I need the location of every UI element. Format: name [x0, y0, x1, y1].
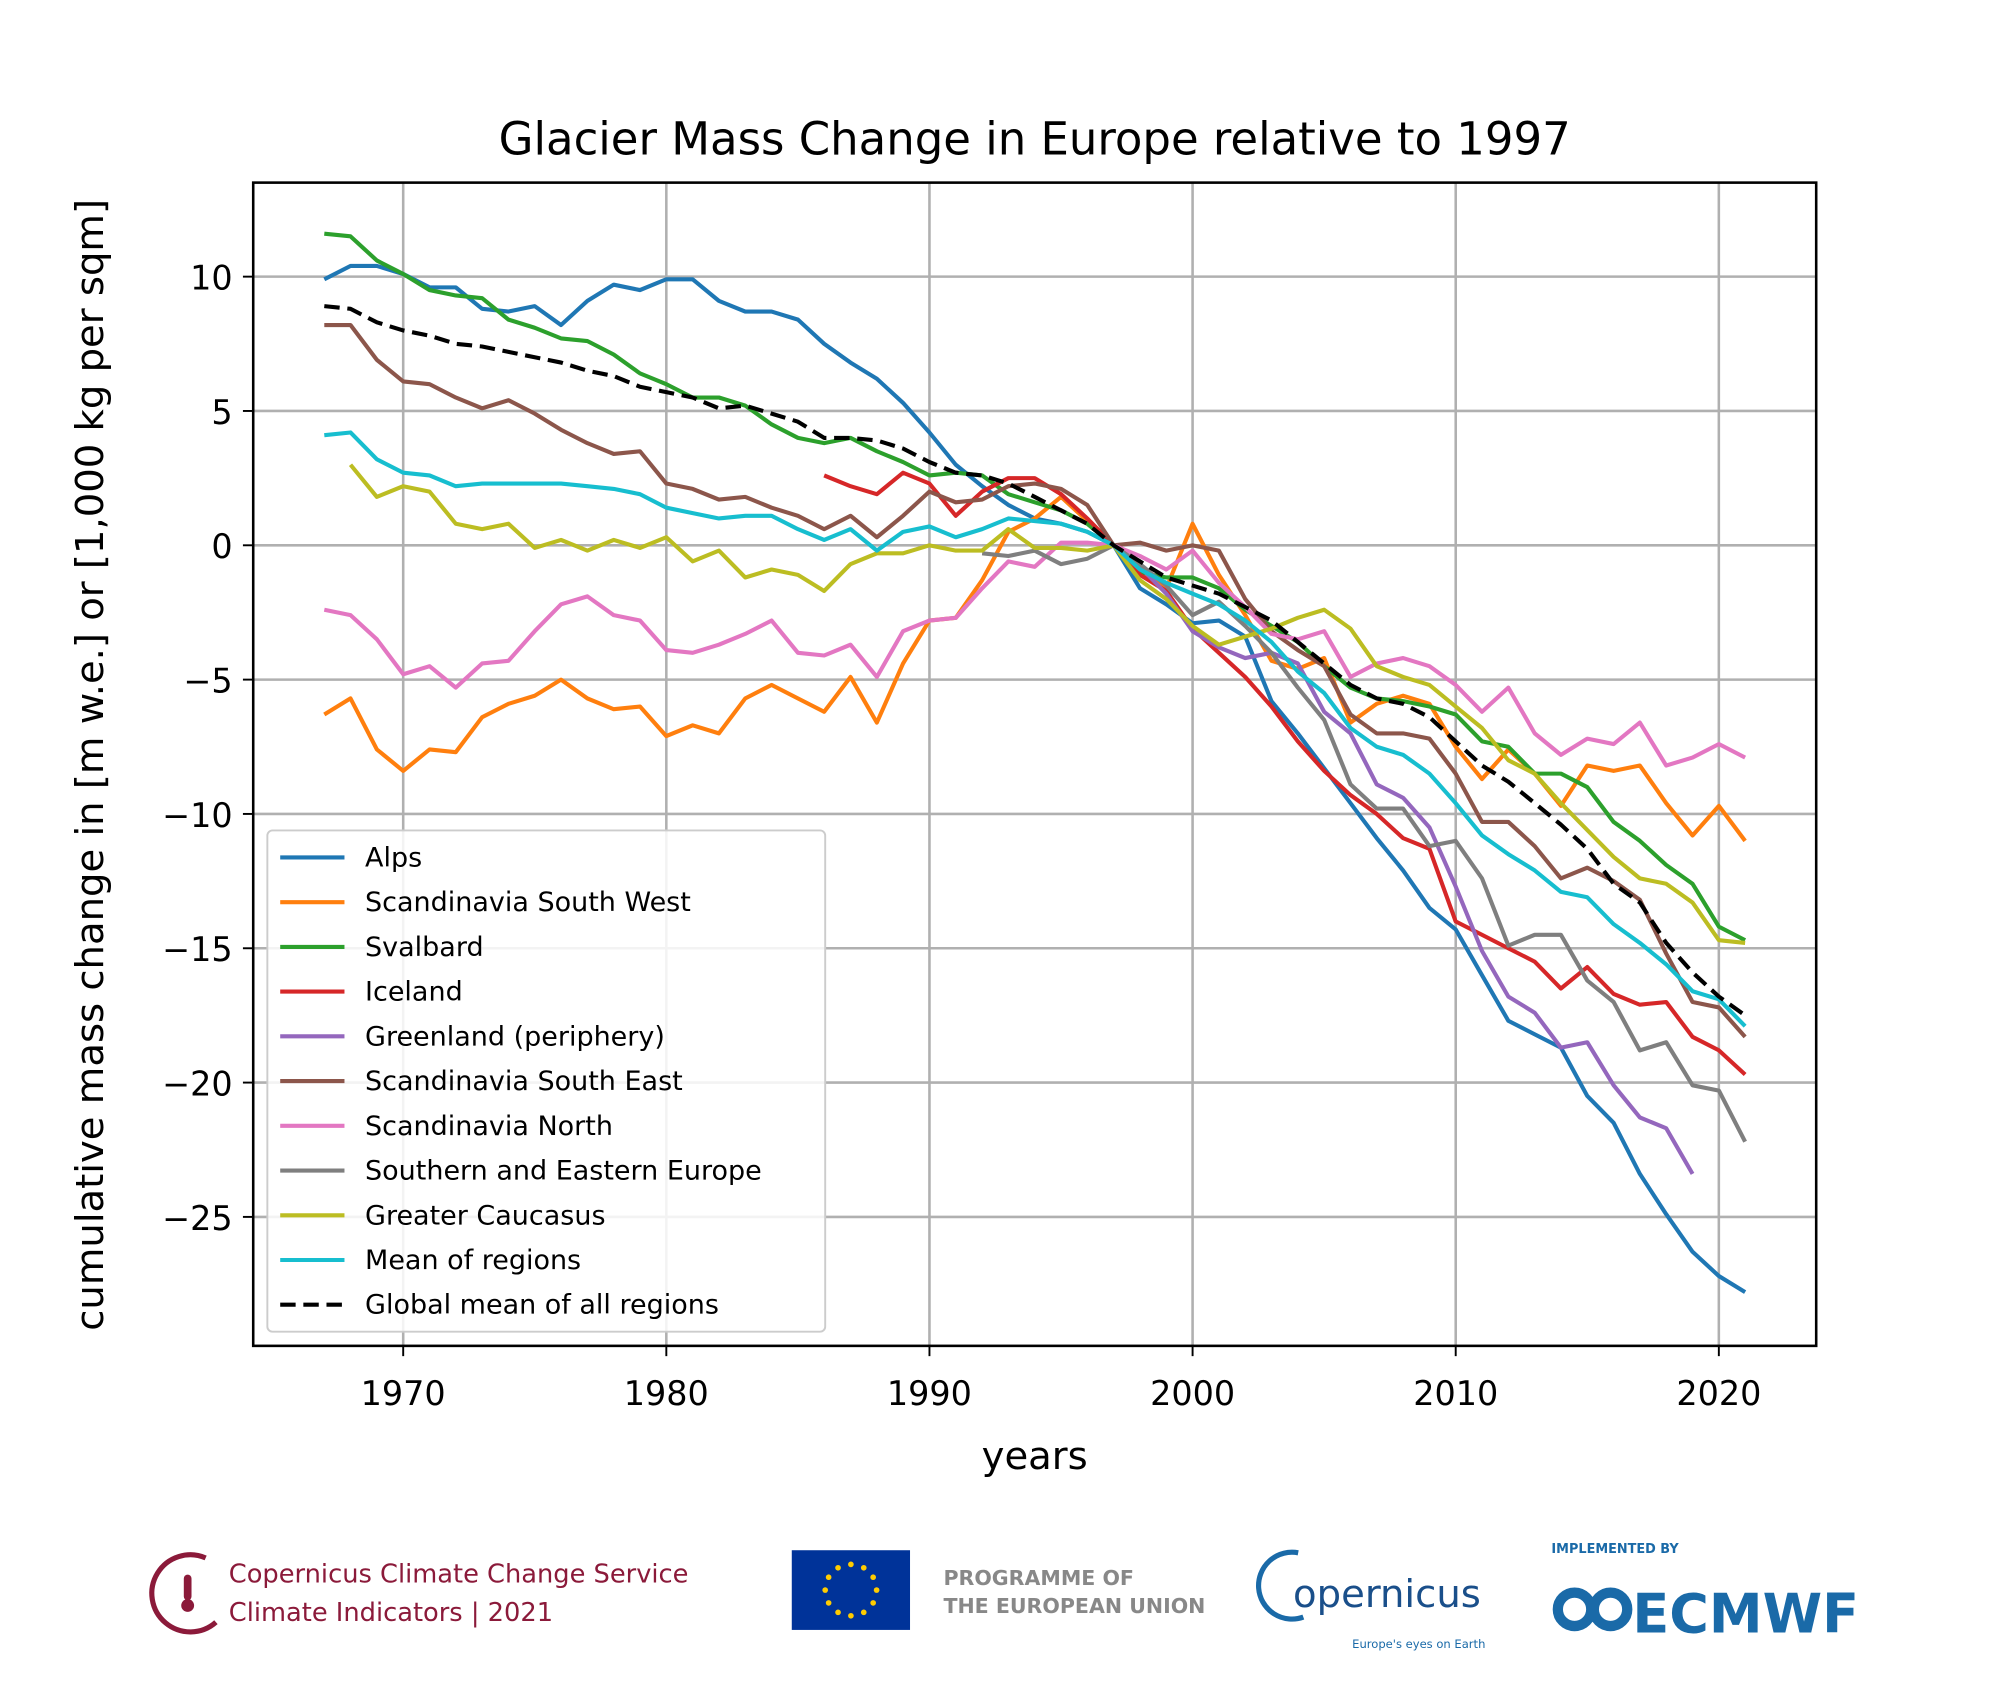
x-tick-label: 2000 [1150, 1374, 1235, 1413]
series-line-greater-caucasus [348, 463, 1746, 945]
legend-label: Mean of regions [365, 1245, 581, 1276]
y-tick-label: 0 [211, 527, 232, 566]
y-tick-label: −20 [162, 1064, 233, 1103]
ecmwf-symbol-icon [1552, 1587, 1633, 1632]
c3s-thermometer-cloud-icon [149, 1552, 218, 1635]
legend-label: Scandinavia South East [365, 1066, 683, 1097]
series-lines [323, 231, 1747, 1294]
series-line-scandinavia-south-east [324, 322, 1747, 1039]
x-tick-label: 1970 [361, 1374, 446, 1413]
eu-star-icon [825, 1574, 832, 1581]
ecmwf-wordmark: ECMWF [1632, 1582, 1859, 1645]
y-tick-label: 5 [211, 393, 232, 432]
copernicus-wordmark: opernicus [1293, 1572, 1481, 1617]
axis-ticks: 1970 1980 1990 2000 2010 2020 10 5 0 −5 −10 −15 −20 −… [162, 258, 1761, 1412]
series-line-svalbard [324, 231, 1747, 943]
eu-star-icon [860, 1564, 867, 1571]
eu-star-icon [848, 1561, 854, 1568]
plot-frame [251, 181, 1818, 1348]
eu-star-icon [848, 1612, 854, 1619]
x-tick-label: 1990 [887, 1374, 972, 1413]
y-tick-label: −10 [162, 796, 233, 835]
legend-label: Southern and Eastern Europe [365, 1156, 762, 1187]
x-tick-label: 2020 [1676, 1374, 1761, 1413]
x-tick-label: 1980 [624, 1374, 709, 1413]
x-axis-label: years [982, 1434, 1088, 1479]
y-tick-label: −15 [162, 930, 233, 969]
chart-title: Glacier Mass Change in Europe relative t… [499, 112, 1571, 165]
c3s-logo: Copernicus Climate Change Service Climat… [149, 1552, 689, 1635]
c3s-name: Copernicus Climate Change Service [229, 1559, 689, 1589]
eu-star-icon [835, 1609, 841, 1616]
series-line-greenland-periphery- [1112, 543, 1695, 1175]
ecmwf-logo: IMPLEMENTED BY ECMWF [1551, 1542, 1859, 1646]
eu-star-icon [825, 1600, 832, 1606]
y-tick-label: −5 [183, 661, 232, 700]
eu-star-icon [835, 1564, 841, 1571]
legend: Alps Scandinavia South West Svalbard Icelan… [266, 829, 827, 1333]
eu-star-icon [860, 1609, 867, 1616]
eu-star-icon [822, 1587, 829, 1593]
eu-programme-line2: THE EUROPEAN UNION [943, 1594, 1205, 1618]
x-tick-label: 2010 [1413, 1374, 1498, 1413]
legend-label: Greenland (periphery) [365, 1021, 665, 1052]
copernicus-swoosh-icon [1256, 1549, 1305, 1622]
legend-label: Alps [365, 842, 422, 873]
y-tick-label: 10 [190, 258, 233, 297]
y-tick-label: −25 [162, 1199, 233, 1238]
legend-label: Greater Caucasus [365, 1200, 605, 1231]
series-line-mean-of-regions [324, 430, 1747, 1028]
legend-label: Global mean of all regions [365, 1290, 719, 1321]
legend-label: Scandinavia South West [365, 887, 691, 918]
legend-label: Svalbard [365, 932, 484, 963]
series-line-southern-and-eastern-europe [981, 543, 1747, 1143]
legend-label: Iceland [365, 977, 463, 1008]
y-axis-label: cumulative mass change in [m w.e.] or [1… [68, 199, 113, 1331]
ecmwf-implemented-by: IMPLEMENTED BY [1551, 1542, 1679, 1557]
copernicus-tagline: Europe's eyes on Earth [1352, 1637, 1485, 1651]
series-line-iceland [823, 470, 1747, 1077]
eu-programme-line1: PROGRAMME OF [943, 1566, 1134, 1590]
legend-label: Scandinavia North [365, 1111, 613, 1142]
eu-star-icon [873, 1587, 880, 1593]
copernicus-logo: opernicus Europe's eyes on Earth [1256, 1549, 1485, 1651]
eu-star-icon [870, 1574, 876, 1581]
c3s-subtitle: Climate Indicators | 2021 [229, 1598, 553, 1628]
series-line-scandinavia-north [323, 540, 1747, 768]
series-line-global-mean-of-all-regions [324, 304, 1747, 1018]
eu-star-icon [870, 1600, 876, 1606]
eu-logo: PROGRAMME OF THE EUROPEAN UNION [791, 1550, 1205, 1630]
